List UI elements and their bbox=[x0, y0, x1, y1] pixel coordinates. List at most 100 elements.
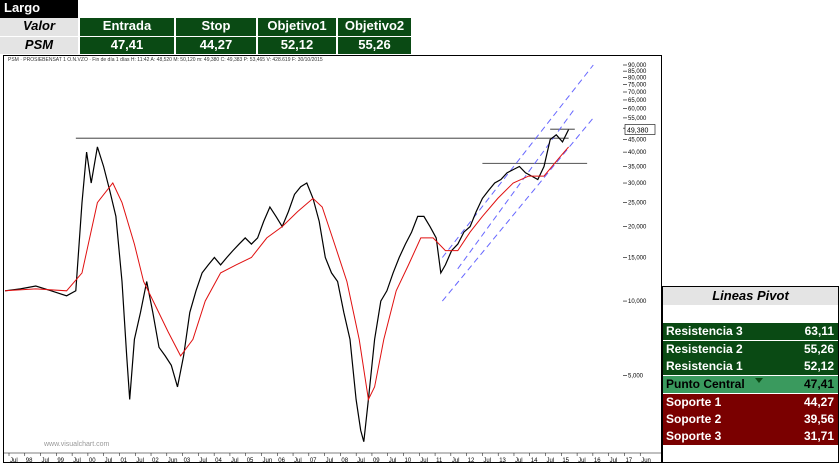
pivot-name: Resistencia 2 bbox=[666, 342, 743, 356]
column-header-entrada: Entrada bbox=[80, 18, 174, 36]
y-tick-label: 65,000 bbox=[628, 98, 647, 104]
y-tick-label: 85,000 bbox=[628, 69, 647, 75]
pivot-value: 63,11 bbox=[804, 324, 834, 338]
y-tick-label: 80,000 bbox=[628, 76, 647, 82]
x-tick-label: Jul bbox=[136, 458, 144, 463]
x-tick-label: 15 bbox=[562, 458, 569, 463]
pivot-value: 39,56 bbox=[803, 412, 834, 426]
y-tick-label: 15,000 bbox=[628, 256, 647, 262]
objetivo2-value: 55,26 bbox=[338, 37, 411, 54]
last-price-tag bbox=[624, 124, 656, 135]
pivot-name: Resistencia 3 bbox=[666, 324, 743, 338]
column-header-stop: Stop bbox=[176, 18, 256, 36]
y-tick-label: 25,000 bbox=[628, 201, 647, 207]
x-tick-label: Jul bbox=[389, 458, 397, 463]
x-tick-label: Jul bbox=[105, 458, 113, 463]
x-tick-label: 03 bbox=[184, 458, 191, 463]
ticker-label: PSM bbox=[0, 37, 78, 54]
strategy-title: Largo bbox=[0, 0, 78, 18]
x-tick-label: Jul bbox=[326, 458, 334, 463]
x-tick-label: 09 bbox=[373, 458, 380, 463]
pivot-row-soporte-3: Soporte 3 31,71 bbox=[663, 428, 838, 445]
pivot-value: 55,26 bbox=[803, 342, 834, 356]
x-tick-label: Jul bbox=[483, 458, 491, 463]
y-tick-label: 30,000 bbox=[628, 181, 647, 187]
x-tick-label: 08 bbox=[341, 458, 348, 463]
triangle-marker-icon bbox=[755, 378, 763, 383]
x-tick-label: 99 bbox=[57, 458, 64, 463]
pivot-name: Soporte 3 bbox=[666, 429, 722, 443]
pivot-row-resistencia-2: Resistencia 2 55,26 bbox=[663, 341, 838, 358]
x-tick-label: Jun bbox=[641, 458, 651, 463]
pivot-name: Punto Central bbox=[666, 377, 745, 391]
x-tick-label: 04 bbox=[215, 458, 222, 463]
x-tick-label: Jul bbox=[42, 458, 50, 463]
x-tick-label: 12 bbox=[468, 458, 475, 463]
y-tick-label: 10,000 bbox=[628, 299, 647, 305]
pivot-value: 47,41 bbox=[803, 377, 834, 391]
x-tick-label: Jul bbox=[515, 458, 523, 463]
x-tick-label: Jul bbox=[610, 458, 618, 463]
x-tick-label: Jul bbox=[420, 458, 428, 463]
last-price-label: 49,380 bbox=[627, 127, 649, 134]
pivot-row-soporte-1: Soporte 1 44,27 bbox=[663, 394, 838, 411]
pivot-row-resistencia-3: Resistencia 3 63,11 bbox=[663, 323, 838, 340]
pivot-value: 44,27 bbox=[803, 395, 834, 409]
y-tick-label: 20,000 bbox=[628, 225, 647, 231]
pivot-name: Soporte 2 bbox=[666, 412, 722, 426]
y-tick-label: 40,000 bbox=[628, 150, 647, 156]
y-tick-label: 5,000 bbox=[628, 374, 644, 380]
x-tick-label: Jun bbox=[262, 458, 272, 463]
column-header-objetivo1: Objetivo1 bbox=[258, 18, 336, 36]
pivot-row-soporte-2: Soporte 2 39,56 bbox=[663, 411, 838, 428]
x-tick-label: 06 bbox=[278, 458, 285, 463]
y-tick-label: 90,000 bbox=[628, 63, 647, 69]
x-tick-label: 02 bbox=[152, 458, 159, 463]
x-tick-label: Jul bbox=[199, 458, 207, 463]
y-tick-label: 45,000 bbox=[628, 137, 647, 143]
column-header-objetivo2: Objetivo2 bbox=[338, 18, 411, 36]
pivot-row-punto-central: Punto Central 47,41 bbox=[663, 376, 838, 393]
x-tick-label: 11 bbox=[436, 458, 443, 463]
y-tick-label: 75,000 bbox=[628, 83, 647, 89]
column-header-valor: Valor bbox=[0, 18, 78, 36]
x-tick-label: 13 bbox=[499, 458, 506, 463]
x-tick-label: Jul bbox=[452, 458, 460, 463]
pivot-title: Lineas Pivot bbox=[663, 287, 838, 305]
x-tick-label: Jul bbox=[357, 458, 365, 463]
y-tick-label: 60,000 bbox=[628, 107, 647, 113]
x-tick-label: 01 bbox=[120, 458, 127, 463]
entrada-value: 47,41 bbox=[80, 37, 174, 54]
price-chart-frame[interactable] bbox=[3, 55, 662, 463]
pivot-row-resistencia-1: Resistencia 1 52,12 bbox=[663, 358, 838, 375]
pivot-value: 31,71 bbox=[803, 429, 834, 443]
y-tick-label: 35,000 bbox=[628, 164, 647, 170]
pivot-name: Soporte 1 bbox=[666, 395, 722, 409]
x-tick-label: 00 bbox=[89, 458, 96, 463]
trend-channel-line bbox=[457, 108, 576, 270]
x-tick-label: 10 bbox=[405, 458, 412, 463]
x-tick-label: Jul bbox=[578, 458, 586, 463]
trend-channel-line bbox=[441, 64, 594, 258]
x-tick-label: 16 bbox=[594, 458, 601, 463]
moving-average-line bbox=[4, 146, 569, 402]
y-tick-label: 55,000 bbox=[628, 116, 647, 122]
trend-channel-line bbox=[441, 117, 594, 302]
x-tick-label: Jul bbox=[73, 458, 81, 463]
x-tick-label: Jul bbox=[294, 458, 302, 463]
x-tick-label: Jul bbox=[231, 458, 239, 463]
watermark-text: www.visualchart.com bbox=[44, 441, 110, 448]
pivot-name: Resistencia 1 bbox=[666, 359, 743, 373]
x-tick-label: Jul bbox=[547, 458, 555, 463]
y-tick-label: 70,000 bbox=[628, 90, 647, 96]
x-tick-label: 14 bbox=[531, 458, 538, 463]
x-tick-label: 05 bbox=[247, 458, 254, 463]
stop-value: 44,27 bbox=[176, 37, 256, 54]
pivot-value: 52,12 bbox=[803, 359, 834, 373]
price-series-line bbox=[4, 129, 570, 442]
x-tick-label: Jul bbox=[10, 458, 18, 463]
x-tick-label: 07 bbox=[310, 458, 317, 463]
x-tick-label: 17 bbox=[625, 458, 632, 463]
x-tick-label: 98 bbox=[26, 458, 33, 463]
